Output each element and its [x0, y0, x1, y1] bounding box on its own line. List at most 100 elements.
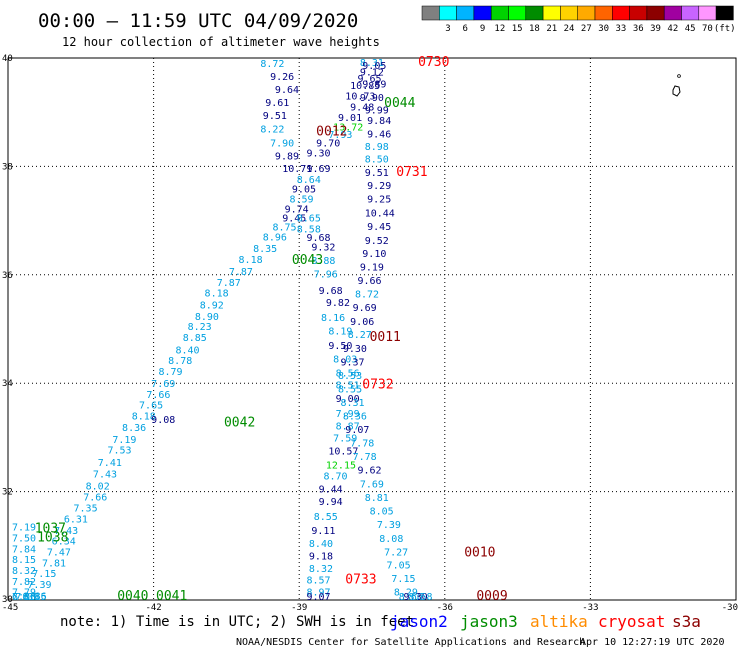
colorbar-label: 36 [633, 24, 644, 34]
wave-height-label: 9.01 [338, 113, 362, 124]
footer-credit: NOAA/NESDIS Center for Satellite Applica… [236, 637, 585, 648]
wave-height-label: 9.32 [311, 242, 335, 253]
wave-height-label: 8.90 [195, 312, 219, 323]
wave-height-label: 7.69 [360, 479, 384, 490]
wave-height-label: 9.90 [360, 93, 384, 104]
colorbar-label: (ft) [714, 24, 736, 34]
wave-height-label: 9.30 [343, 344, 367, 355]
y-tick-label: 34 [2, 379, 13, 389]
wave-height-label: 9.05 [362, 61, 386, 72]
pass-time-label: 0009 [476, 589, 507, 604]
wave-height-label: 7.47 [47, 548, 71, 559]
wave-height-label: 7.66 [146, 390, 170, 401]
wave-height-label: 13.72 [333, 123, 363, 134]
wave-height-label: 9.69 [353, 303, 377, 314]
wave-height-label: 6.83 [12, 592, 36, 603]
wave-height-label: 8.72 [260, 59, 284, 70]
pass-time-label: 0011 [370, 330, 401, 345]
land-feature [672, 74, 681, 97]
x-tick-label: -42 [145, 603, 161, 613]
wave-height-label: 9.19 [360, 262, 384, 273]
wave-height-label: 7.19 [12, 523, 36, 534]
colorbar-label: 18 [529, 24, 540, 34]
wave-height-label: 7.43 [93, 470, 117, 481]
mission-legend-item: s3a [672, 612, 701, 631]
wave-height-label: 9.89 [362, 79, 386, 90]
pass-time-label: 1038 [37, 530, 68, 545]
wave-height-label: 8.88 [311, 256, 335, 267]
plot-frame [7, 57, 737, 601]
wave-height-label: 7.82 [12, 577, 36, 588]
wave-height-label: 9.51 [365, 168, 389, 179]
wave-height-label: 7.50 [12, 533, 36, 544]
wave-height-label: 9.74 [285, 204, 309, 215]
wave-height-label: 7.96 [314, 270, 338, 281]
colorbar-label: 21 [546, 24, 557, 34]
wave-height-label: 8.18 [205, 288, 229, 299]
wave-height-label: 8.53 [338, 371, 362, 382]
wave-height-label: 8.15 [23, 592, 47, 603]
wave-height-label: 9.45 [282, 214, 306, 225]
wave-height-label: 8.16 [321, 313, 345, 324]
wave-height-label: 8.36 [122, 423, 146, 434]
wave-height-label: 8.19 [328, 326, 352, 337]
wave-height-label: 9.30 [404, 592, 428, 603]
wave-height-label: 9.45 [367, 222, 391, 233]
colorbar-swatch [525, 5, 544, 21]
chart-subtitle: 12 hour collection of altimeter wave hei… [62, 35, 380, 49]
colorbar-swatch [715, 5, 734, 21]
wave-height-label: 8.32 [12, 566, 36, 577]
wave-height-label: 7.05 [387, 561, 411, 572]
mission-legend-item: jason3 [460, 612, 518, 631]
wave-height-label: 8.58 [297, 225, 321, 236]
wave-height-label: 8.40 [309, 539, 333, 550]
wave-height-label: 8.27 [348, 330, 372, 341]
colorbar-label: 12 [494, 24, 505, 34]
wave-height-label: 7.87 [217, 278, 241, 289]
colorbar: 3 6 9 12 15 18 21 24 27 30 33 36 39 42 45 70 (ft) [421, 5, 736, 34]
time-annotations: 0730 0044 0012 0731 0043 0011 0732 0042 10371038… [35, 55, 508, 604]
wave-height-label: 9.68 [319, 286, 343, 297]
wave-height-label: 9.52 [365, 236, 389, 247]
wave-height-label: 8.92 [200, 300, 224, 311]
chart-title: 00:00 – 11:59 UTC 04/09/2020 [38, 10, 358, 32]
pass-time-label: 0730 [418, 55, 449, 70]
wave-height-label: 9.94 [319, 497, 343, 508]
wave-height-label: 7.66 [83, 492, 107, 503]
wave-height-label: 8.40 [175, 345, 199, 356]
wave-height-label: 8.18 [132, 412, 156, 423]
colorbar-label: 30 [598, 24, 609, 34]
y-tick-label: 40 [2, 54, 13, 64]
colorbar-swatch [681, 5, 700, 21]
wave-height-label: 9.69 [306, 164, 330, 175]
wave-height-label: 8.58 [408, 592, 432, 603]
wave-height-label: 9.65 [357, 74, 381, 85]
wave-height-label: 6.34 [52, 537, 76, 548]
x-tick-label: -33 [582, 603, 598, 613]
wave-height-label: 8.22 [260, 124, 284, 135]
wave-height-label: 7.27 [384, 548, 408, 559]
wave-height-label: 7.69 [151, 379, 175, 390]
wave-height-label: 8.96 [263, 233, 287, 244]
wave-height-label: 8.08 [379, 534, 403, 545]
wave-height-label: 7.15 [32, 569, 56, 580]
y-tick-label: 36 [2, 271, 13, 281]
x-tick-label: -39 [291, 603, 307, 613]
wave-height-label: 9.46 [367, 130, 391, 141]
pass-time-label: 0010 [464, 546, 495, 561]
wave-height-label: 7.19 [112, 435, 136, 446]
colorbar-swatch [456, 5, 475, 21]
wave-height-label: 6.86 [23, 591, 47, 602]
wave-height-label: 8.78 [168, 356, 192, 367]
wave-height-label: 9.37 [340, 357, 364, 368]
wave-height-label: 7.84 [12, 544, 36, 555]
wave-height-label: 8.57 [306, 576, 330, 587]
x-tick-labels: -45 -42 -39 -36 -33 -30 [2, 603, 738, 613]
y-tick-label: 38 [2, 162, 13, 172]
wave-height-label: 8.75 [273, 222, 297, 233]
wave-height-label: 9.06 [350, 317, 374, 328]
wave-height-label: 9.68 [306, 233, 330, 244]
wave-height-label: 9.11 [311, 526, 335, 537]
wave-height-label: 8.70 [323, 472, 347, 483]
wave-height-label: 8.87 [336, 421, 360, 432]
